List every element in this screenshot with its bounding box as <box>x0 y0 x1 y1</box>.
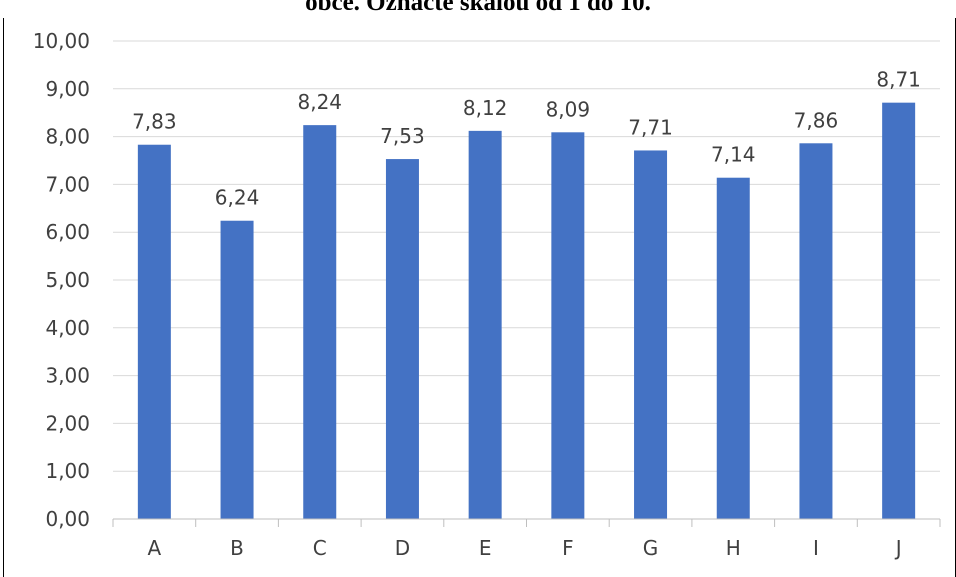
bar <box>716 177 750 519</box>
x-tick-label: H <box>726 536 741 560</box>
data-label: 8,09 <box>546 97 591 121</box>
x-tick-label: F <box>562 536 574 560</box>
y-tick-label: 7,00 <box>45 172 90 196</box>
y-tick-label: 4,00 <box>45 316 90 340</box>
y-tick-label: 6,00 <box>45 220 90 244</box>
data-label: 7,53 <box>380 124 425 148</box>
y-tick-label: 8,00 <box>45 125 90 149</box>
bar <box>137 144 171 519</box>
y-axis-tick-labels: 0,00 1,00 2,00 3,00 4,00 5,00 6,00 7,00 8,00 9,00… <box>33 29 90 531</box>
data-label: 7,83 <box>132 110 177 134</box>
data-label: 8,71 <box>876 68 921 92</box>
bar <box>468 130 502 519</box>
y-tick-label: 2,00 <box>45 411 90 435</box>
y-tick-label: 10,00 <box>33 29 90 53</box>
bar <box>551 132 585 519</box>
x-tick-label: J <box>894 536 902 560</box>
x-tick-label: G <box>643 536 659 560</box>
data-label: 8,12 <box>463 96 508 120</box>
bars <box>137 102 916 520</box>
frame-left-border <box>3 18 4 577</box>
data-label: 7,71 <box>628 115 673 139</box>
bar <box>303 125 337 520</box>
x-tick-label: D <box>395 536 410 560</box>
bar <box>220 220 254 519</box>
bar <box>634 150 668 519</box>
y-tick-label: 9,00 <box>45 77 90 101</box>
x-axis <box>112 518 941 527</box>
x-axis-tick-labels: A B C D E F G H I J <box>148 536 902 560</box>
data-label: 7,14 <box>711 143 756 167</box>
bar <box>385 159 419 520</box>
x-tick-label: I <box>813 536 819 560</box>
y-tick-label: 5,00 <box>45 268 90 292</box>
data-label: 7,86 <box>794 108 839 132</box>
chart-title: obce. Označte škálou od 1 do 10. <box>305 0 651 16</box>
y-tick-label: 1,00 <box>45 459 90 483</box>
x-tick-label: C <box>313 536 327 560</box>
x-tick-label: B <box>230 536 244 560</box>
bar <box>882 102 916 520</box>
y-tick-label: 3,00 <box>45 364 90 388</box>
x-tick-label: E <box>479 536 492 560</box>
data-label: 6,24 <box>215 186 260 210</box>
y-tick-label: 0,00 <box>45 507 90 531</box>
data-label: 8,24 <box>297 90 342 114</box>
bar <box>799 143 833 520</box>
x-tick-label: A <box>148 536 162 560</box>
data-labels: 7,83 6,24 8,24 7,53 8,12 8,09 7,71 7,14 7,86 8,71 <box>132 68 921 210</box>
